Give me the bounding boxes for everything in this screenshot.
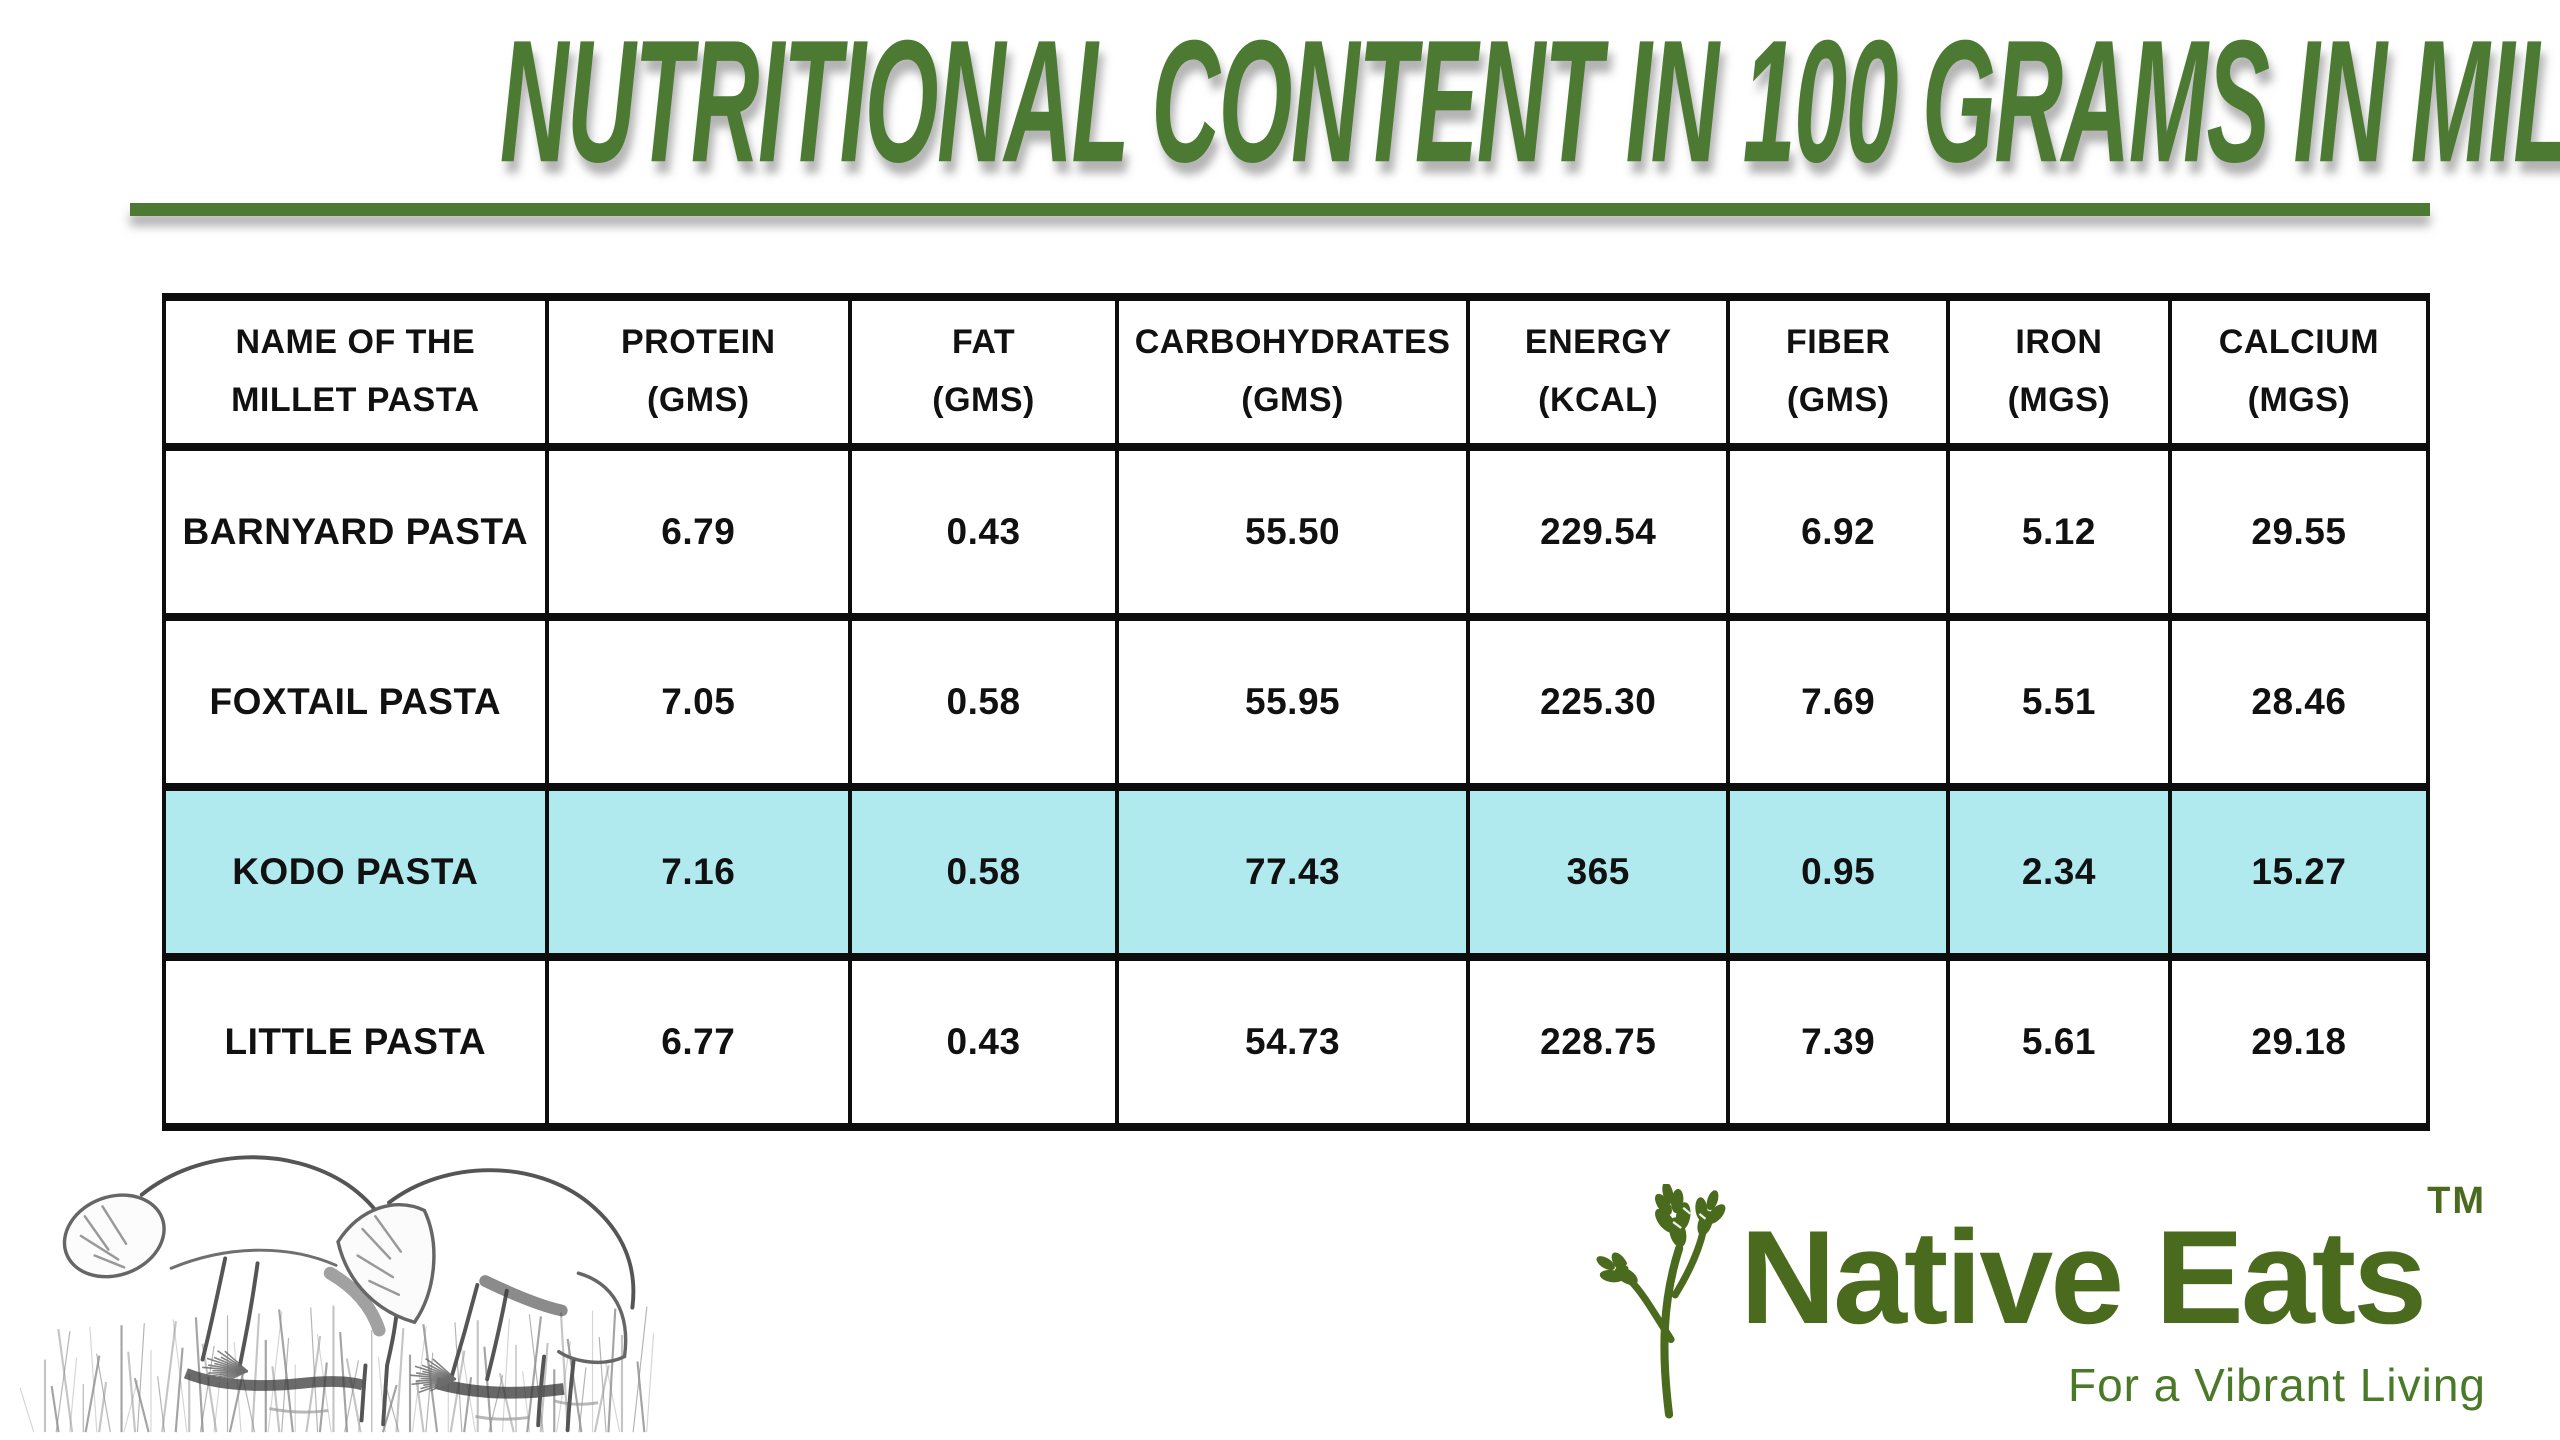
column-header-1: PROTEIN (GMS) [544,293,852,451]
column-header-0: NAME OF THE MILLET PASTA [162,293,549,451]
trademark-symbol: TM [2427,1180,2486,1222]
table-row-kodo-pasta: KODO PASTA 7.16 0.58 77.43 365 0.95 2.34 15.27 [162,783,2431,961]
value-cell-r2-c5: 2.34 [1945,783,2172,961]
brand-wordmark: Native Eats [1740,1204,2427,1352]
seedling-bundle [202,1350,249,1386]
value-cell-r1-c0: 7.05 [544,613,852,791]
value-cell-r3-c4: 7.39 [1726,953,1950,1131]
column-header-3: CARBOHYDRATES (GMS) [1115,293,1471,451]
row-name-cell: BARNYARD PASTA [162,443,549,621]
millet-ears [1596,1184,1726,1285]
column-header-2: FAT (GMS) [847,293,1120,451]
millet-sprig-icon [1596,1184,1726,1419]
column-header-6: IRON (MGS) [1945,293,2172,451]
value-cell-r2-c4: 0.95 [1726,783,1950,961]
value-cell-r2-c1: 0.58 [847,783,1120,961]
value-cell-r2-c2: 77.43 [1115,783,1471,961]
table-header: NAME OF THE MILLET PASTA PROTEIN (GMS) FAT (G… [162,293,2431,451]
page-title-block: NUTRITIONAL CONTENT IN 100 GRAMS IN MILL… [0,5,2560,217]
value-cell-r3-c2: 54.73 [1115,953,1471,1131]
value-cell-r1-c3: 225.30 [1466,613,1731,791]
farmer-right [336,1168,636,1433]
table-header-row: NAME OF THE MILLET PASTA PROTEIN (GMS) FAT (G… [162,293,2431,451]
value-cell-r3-c6: 29.18 [2167,953,2431,1131]
value-cell-r0-c5: 5.12 [1945,443,2172,621]
column-header-4: ENERGY (KCAL) [1466,293,1731,451]
row-name-cell: LITTLE PASTA [162,953,549,1131]
value-cell-r0-c6: 29.55 [2167,443,2431,621]
value-cell-r2-c6: 15.27 [2167,783,2431,961]
value-cell-r3-c5: 5.61 [1945,953,2172,1131]
farmers-sketch-illustration [19,1155,655,1433]
value-cell-r3-c0: 6.77 [544,953,852,1131]
seedling-bundle [410,1357,457,1394]
value-cell-r0-c1: 0.43 [847,443,1120,621]
table-row-barnyard-pasta: BARNYARD PASTA 6.79 0.43 55.50 229.54 6.92 5.1… [162,443,2431,621]
value-cell-r1-c5: 5.51 [1945,613,2172,791]
table-row-little-pasta: LITTLE PASTA 6.77 0.43 54.73 228.75 7.39 5.61 2… [162,953,2431,1131]
table-body: BARNYARD PASTA 6.79 0.43 55.50 229.54 6.92 5.1… [162,443,2431,1131]
farmer-left [62,1155,402,1427]
value-cell-r1-c1: 0.58 [847,613,1120,791]
grass-strokes [19,1305,655,1433]
page-title: NUTRITIONAL CONTENT IN 100 GRAMS IN MILL… [499,4,2560,199]
column-header-7: CALCIUM (MGS) [2167,293,2431,451]
brand-tagline: For a Vibrant Living [2067,1359,2486,1411]
value-cell-r2-c0: 7.16 [544,783,852,961]
value-cell-r1-c4: 7.69 [1726,613,1950,791]
value-cell-r1-c6: 28.46 [2167,613,2431,791]
value-cell-r2-c3: 365 [1466,783,1731,961]
value-cell-r3-c3: 228.75 [1466,953,1731,1131]
value-cell-r0-c3: 229.54 [1466,443,1731,621]
nutrition-table: NAME OF THE MILLET PASTA PROTEIN (GMS) FAT (G… [162,293,2431,1131]
value-cell-r0-c4: 6.92 [1726,443,1950,621]
value-cell-r1-c2: 55.95 [1115,613,1471,791]
value-cell-r0-c0: 6.79 [544,443,852,621]
row-name-cell: FOXTAIL PASTA [162,613,549,791]
table-row-foxtail-pasta: FOXTAIL PASTA 7.05 0.58 55.95 225.30 7.69 5.51… [162,613,2431,791]
value-cell-r3-c1: 0.43 [847,953,1120,1131]
column-header-5: FIBER (GMS) [1726,293,1950,451]
water-shadow [434,1377,565,1399]
title-underline [130,203,2430,217]
water-ripples [269,1399,599,1421]
value-cell-r0-c2: 55.50 [1115,443,1471,621]
brand-logo: TM Native Eats For a Vibrant Living [1582,1180,2492,1430]
water-shadow [183,1368,365,1391]
row-name-cell: KODO PASTA [162,783,549,961]
